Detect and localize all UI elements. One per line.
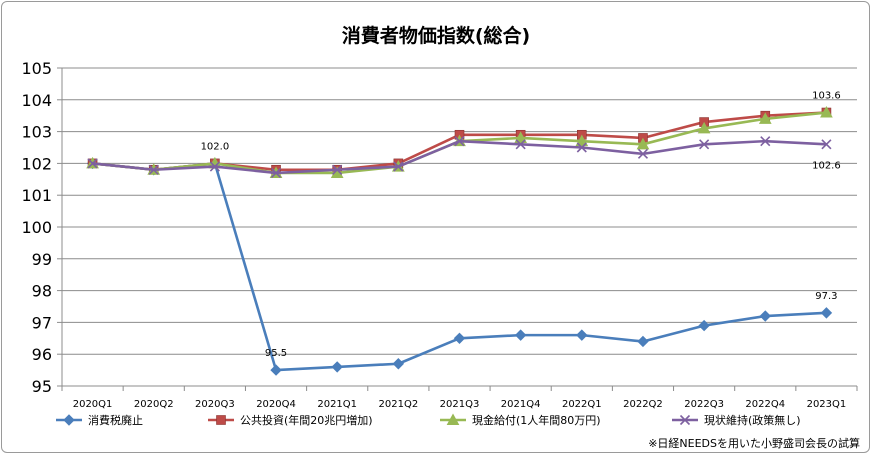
data-point-3-1 [148, 164, 159, 175]
legend-entry-0: 消費税廃止 [56, 413, 143, 427]
x-tick-label: 2021Q2 [379, 399, 419, 410]
legend-marker [63, 414, 75, 426]
data-point-3-4 [332, 164, 343, 175]
x-marker-stroke [332, 164, 343, 175]
data-point-2-10 [697, 121, 711, 134]
y-tick-label: 100 [21, 218, 52, 237]
data-point-2-8 [575, 134, 589, 147]
data-point-3-12 [821, 139, 832, 150]
y-tick-label: 96 [32, 345, 52, 364]
x-tick-label: 2022Q1 [562, 399, 602, 410]
y-tick-label: 98 [32, 282, 52, 301]
data-point-3-3 [270, 167, 282, 179]
data-point-3-5 [393, 161, 404, 172]
x-marker-stroke [270, 167, 282, 179]
data-point-3-7 [515, 139, 526, 150]
data-point-0-10 [698, 319, 710, 332]
x-tick-label: 2022Q2 [623, 399, 663, 410]
legend-entry-3: 現状維持(政策無し) [672, 413, 801, 427]
x-tick-label: 2020Q1 [73, 399, 113, 410]
data-point-2-7 [514, 131, 527, 143]
data-point-0-8 [576, 329, 588, 341]
data-point-2-12 [820, 105, 833, 118]
y-tick-label: 99 [32, 250, 52, 269]
x-marker-stroke [209, 161, 220, 172]
axes [57, 67, 858, 391]
legend-entry-1: 公共投資(年間20兆円増加) [208, 413, 373, 427]
data-point-3-0 [87, 158, 98, 169]
source-note: ※日経NEEDSを用いた小野盛司会長の試算 [648, 436, 860, 450]
x-marker-stroke [148, 164, 159, 175]
x-tick-label: 2020Q4 [256, 399, 296, 410]
data-point-0-4 [331, 361, 343, 373]
data-point-0-11 [759, 310, 771, 322]
data-point-0-12 [820, 307, 833, 319]
x-axis-ticks: 2020Q1 2020Q2 2020Q3 2020Q4 2021Q1 2021Q2 2021… [73, 399, 847, 410]
data-point-3-11 [760, 136, 771, 147]
x-tick-label: 2021Q1 [317, 399, 357, 410]
x-marker-stroke [699, 139, 710, 150]
data-point-3-10 [699, 139, 710, 150]
y-axis-ticks: 95 96 97 98 99 100 101 102 103 104 105 [21, 59, 52, 396]
data-labels: 102.0 95.5 97.3 103.6 102.6 [201, 91, 841, 360]
data-label: 95.5 [265, 348, 287, 359]
data-point-2-9 [636, 137, 650, 150]
x-tick-label: 2020Q3 [195, 399, 235, 410]
y-tick-label: 95 [32, 377, 52, 396]
legend-marker [216, 415, 226, 425]
legend-marker [446, 413, 460, 425]
data-point-0-3 [270, 364, 282, 376]
series-group [86, 105, 833, 376]
x-tick-label: 2021Q3 [440, 399, 480, 410]
series-0 [86, 157, 833, 376]
x-marker-stroke [87, 158, 98, 169]
data-point-3-6 [454, 136, 465, 147]
x-tick-label: 2023Q1 [807, 399, 847, 410]
data-point-3-9 [637, 148, 649, 159]
data-label: 102.0 [201, 141, 230, 152]
data-point-0-9 [637, 335, 649, 348]
legend-label: 現金給付(1人年間80万円) [472, 413, 601, 427]
data-point-2-11 [758, 112, 772, 124]
x-marker-stroke [760, 136, 771, 147]
y-tick-label: 97 [32, 313, 52, 332]
chart-title: 消費者物価指数(総合) [342, 24, 530, 47]
data-label: 97.3 [815, 291, 837, 302]
y-tick-label: 103 [21, 123, 52, 142]
x-marker-stroke [454, 136, 465, 147]
data-point-0-5 [392, 358, 405, 370]
x-tick-label: 2021Q4 [501, 399, 541, 410]
data-label: 102.6 [812, 160, 841, 171]
x-marker-stroke [515, 139, 526, 150]
legend-label: 現状維持(政策無し) [704, 413, 801, 427]
series-3 [87, 136, 832, 179]
data-label: 103.6 [812, 91, 841, 102]
x-tick-label: 2022Q3 [684, 399, 724, 410]
x-tick-label: 2020Q2 [134, 399, 174, 410]
x-tick-label: 2022Q4 [745, 399, 785, 410]
data-point-3-2 [209, 161, 220, 172]
y-tick-label: 104 [21, 91, 52, 110]
data-point-0-7 [514, 329, 527, 341]
legend-label: 公共投資(年間20兆円増加) [240, 413, 373, 427]
legend-label: 消費税廃止 [88, 413, 143, 427]
legend-entry-2: 現金給付(1人年間80万円) [440, 413, 601, 427]
y-tick-label: 105 [21, 59, 52, 78]
legend-marker [679, 414, 691, 426]
data-point-0-6 [453, 332, 466, 345]
y-tick-label: 101 [21, 186, 52, 205]
legend: 消費税廃止 公共投資(年間20兆円増加) 現金給付(1人年間80万円) 現状維持(政策… [56, 413, 801, 427]
y-tick-label: 102 [21, 154, 52, 173]
x-marker-stroke [576, 142, 587, 153]
x-marker-stroke [821, 139, 832, 150]
data-point-3-8 [576, 142, 587, 153]
x-marker-stroke [637, 148, 649, 159]
x-marker-stroke [679, 414, 691, 426]
x-marker-stroke [393, 161, 404, 172]
